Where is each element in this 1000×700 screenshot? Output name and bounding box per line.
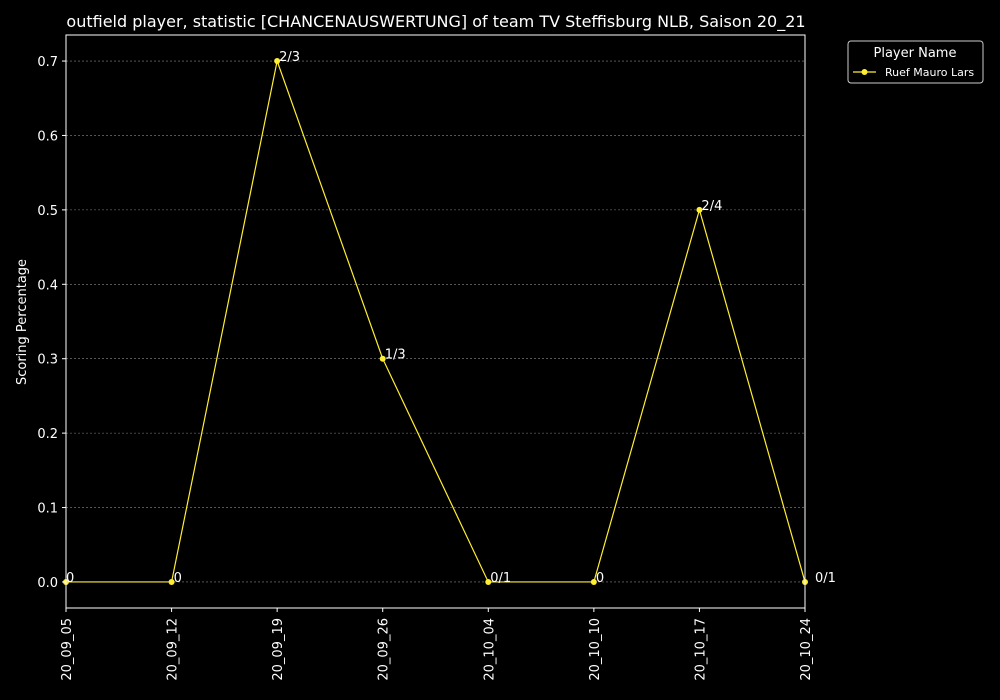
y-tick-label: 0.2 — [37, 427, 58, 442]
legend-marker-swatch — [861, 69, 868, 75]
plot-frame — [65, 34, 806, 609]
data-point — [379, 355, 386, 362]
data-label: 2/4 — [701, 199, 722, 214]
x-tick-label: 20_09_12 — [166, 618, 181, 681]
y-tick-label: 0.5 — [37, 204, 58, 219]
data-label: 0 — [596, 571, 604, 586]
y-tick-label: 0.7 — [37, 55, 58, 70]
data-point — [696, 206, 703, 213]
data-label: 1/3 — [385, 348, 406, 363]
chart-title: outfield player, statistic [CHANCENAUSWE… — [66, 12, 805, 32]
x-tick-label: 20_10_04 — [482, 618, 497, 681]
y-tick-label: 0.4 — [37, 278, 58, 293]
y-tick-label: 0.1 — [37, 502, 58, 517]
grid-layer — [66, 60, 805, 583]
y-tick-label: 0.6 — [37, 129, 58, 144]
data-label: 0 — [174, 571, 182, 586]
y-axis-label: Scoring Percentage — [15, 259, 30, 385]
legend-box — [847, 40, 984, 84]
y-tick-label: 0.3 — [37, 353, 58, 368]
x-tick-label: 20_10_10 — [588, 618, 603, 681]
data-label: 2/3 — [279, 50, 300, 65]
axis-layer: 0.0 0.1 0.2 0.3 0.4 0.5 0.6 0.7 20_09_05 20_09_12… — [37, 55, 814, 681]
series-line — [66, 58, 806, 583]
legend-series-name: Ruef Mauro Lars — [885, 66, 974, 79]
x-tick-label: 20_09_05 — [60, 618, 75, 681]
data-point — [590, 578, 597, 585]
series-layer: 0 0 2/3 1/3 0/1 0 2/4 0/1 — [63, 50, 836, 586]
data-point — [168, 578, 175, 585]
legend: Player Name Ruef Mauro Lars — [847, 40, 984, 84]
data-label: 0 — [66, 571, 74, 586]
x-tick-label: 20_10_17 — [693, 618, 708, 681]
data-point — [485, 578, 492, 585]
x-tick-label: 20_09_19 — [271, 618, 286, 681]
x-tick-label: 20_09_26 — [377, 618, 392, 681]
data-point — [274, 58, 281, 65]
data-label: 0/1 — [490, 571, 511, 586]
legend-title: Player Name — [874, 46, 957, 61]
x-tick-label: 20_10_24 — [799, 618, 814, 681]
data-label: 0/1 — [815, 571, 836, 586]
y-tick-label: 0.0 — [37, 576, 58, 591]
